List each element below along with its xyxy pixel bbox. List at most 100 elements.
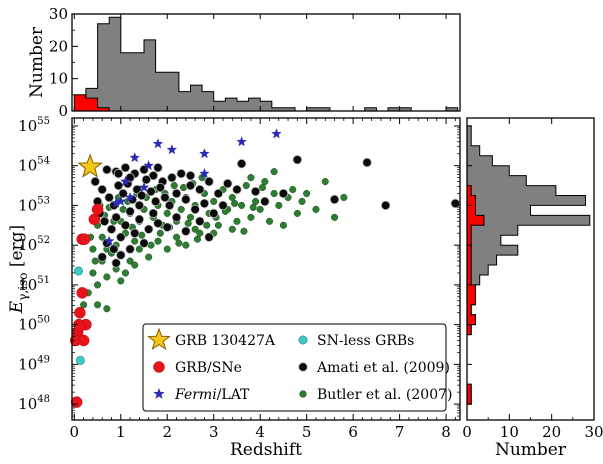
y-tick-label: 1055 [18, 116, 50, 135]
amati-point [171, 188, 182, 199]
butler-point [289, 185, 297, 194]
fermi-lat-point [199, 168, 210, 179]
x-tick-label: 8 [441, 423, 451, 441]
butler-point [256, 205, 264, 213]
amati-point [292, 155, 303, 165]
y-tick-label-base: 10 [18, 276, 37, 294]
butler-point [135, 245, 143, 253]
amati-point [164, 200, 175, 211]
grb-sne-point [88, 213, 101, 226]
amati-point [185, 170, 196, 181]
legend-box [142, 323, 447, 412]
amati-point [104, 192, 114, 203]
y-axis-label-e: E [7, 300, 27, 314]
butler-point [312, 205, 320, 213]
butler-point [156, 229, 164, 237]
x-tick-label: 0 [70, 423, 80, 441]
fermi-lat-point [236, 136, 247, 147]
y-tick-label-base: 10 [18, 157, 37, 175]
x-tick-label: 7 [395, 423, 405, 441]
amati-point [130, 228, 140, 238]
x-tick-label: 2 [162, 423, 172, 441]
amati-point [113, 168, 124, 179]
y-tick-label-base: 10 [18, 236, 37, 254]
butler-point [214, 221, 222, 229]
butler-point [80, 301, 88, 309]
butler-point [279, 221, 287, 229]
butler-point [228, 193, 236, 202]
fermi-lat-point [271, 128, 282, 139]
legend-label-lat: /LAT [217, 387, 250, 403]
amati-point [113, 180, 124, 191]
butler-point [275, 201, 283, 209]
fermi-lat-point [103, 235, 115, 246]
amati-point [148, 208, 159, 219]
grb-sne-point [77, 334, 90, 347]
y-tick-label-exp: 49 [37, 354, 50, 365]
amati-point [90, 176, 100, 187]
butler-point [231, 199, 239, 207]
legend-label: SN-less GRBs [317, 333, 414, 349]
top-y-axis-label: Number [27, 26, 47, 98]
right-histogram-panel: 0 10 20 30 Number [462, 117, 603, 460]
x-tick-label: 3 [209, 423, 219, 441]
amati-point [148, 170, 159, 181]
butler-point [270, 189, 278, 198]
amati-point [199, 198, 210, 209]
amati-point [195, 216, 205, 227]
amati-point [236, 158, 247, 169]
amati-point [260, 196, 270, 207]
amati-point [218, 200, 228, 211]
amati-point [137, 190, 147, 201]
amati-point [209, 208, 219, 219]
fermi-lat-point [152, 138, 164, 149]
fermi-lat-point [124, 191, 136, 202]
butler-point [233, 217, 241, 225]
right-x-tick-label: 0 [462, 423, 472, 441]
butler-point [131, 237, 139, 245]
top-y-tick-label: 20 [49, 37, 68, 55]
y-tick-label-base: 10 [18, 355, 37, 373]
y-axis-label: Eγ,iso [erg] [7, 225, 30, 314]
amati-point [125, 206, 135, 217]
y-tick-label-exp: 52 [37, 235, 50, 246]
y-tick-label: 1053 [18, 195, 50, 214]
amati-point [190, 204, 200, 215]
amati-point [329, 194, 340, 205]
right-x-tick-label: 10 [500, 423, 519, 441]
grb-sne-point [70, 396, 83, 408]
butler-point [247, 213, 255, 221]
amati-point [111, 212, 121, 223]
y-tick-label: 1048 [18, 394, 50, 413]
amati-point [153, 218, 163, 229]
y-tick-label-base: 10 [18, 196, 37, 214]
butler-point [131, 261, 139, 269]
butler-point [238, 201, 246, 209]
legend-label: GRB 130427A [175, 333, 276, 349]
amati-point [250, 186, 261, 197]
legend-label: Fermi/LAT [174, 387, 250, 403]
butler-point [261, 178, 269, 186]
y-tick-label: 1051 [18, 275, 50, 294]
butler-point [228, 225, 236, 233]
amati-point [362, 157, 372, 168]
butler-point [184, 219, 192, 227]
amati-point [111, 258, 121, 268]
butler-point [203, 221, 211, 229]
amati-point [139, 238, 149, 248]
butler-point [154, 237, 162, 245]
amati-point [134, 214, 145, 225]
butler-point [173, 233, 181, 241]
right-hist-grey [466, 125, 591, 414]
amati-point [116, 232, 126, 242]
top-y-tick-label: 0 [58, 102, 68, 120]
fermi-lat-point [129, 152, 141, 163]
fermi-lat-point [115, 195, 127, 206]
amati-point [97, 184, 107, 195]
legend-label-fermi: Fermi [174, 387, 217, 403]
butler-point [121, 269, 129, 277]
amati-point [146, 186, 156, 197]
amati-point [155, 182, 165, 193]
amati-point [232, 184, 242, 195]
